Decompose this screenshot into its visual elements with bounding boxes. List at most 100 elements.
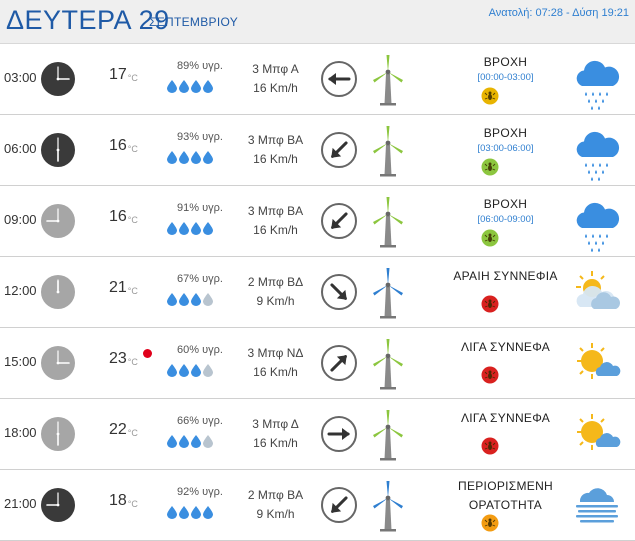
forecast-period: [03:00-06:00] xyxy=(477,143,534,154)
wind-turbine-icon xyxy=(370,196,406,253)
risk-badge-icon xyxy=(481,295,499,318)
wind-direction-arrow-icon xyxy=(320,273,358,316)
humidity-drop-icon xyxy=(191,293,201,311)
weather-condition: ΒΡΟΧΗ xyxy=(483,126,528,140)
alert-dot-icon xyxy=(143,349,152,358)
temperature-unit: °C xyxy=(127,144,138,154)
temperature-unit: °C xyxy=(127,73,138,83)
temperature-value: 23 xyxy=(109,350,127,367)
wind-speed: 16 Km/h xyxy=(253,81,298,95)
temperature: 16°C xyxy=(109,137,138,155)
forecast-list: 03:00 17°C 89% υγρ. 3 Μπφ Α 16 Km/h xyxy=(0,44,635,541)
temperature-value: 17 xyxy=(109,66,127,83)
temperature: 22°C xyxy=(109,421,138,439)
temperature-value: 18 xyxy=(109,492,127,509)
humidity-label: 91% υγρ. xyxy=(177,202,223,214)
humidity-drop-icon xyxy=(203,222,213,240)
wind-info: 3 Μπφ Α 16 Km/h xyxy=(238,60,313,98)
temperature: 18°C xyxy=(109,492,138,510)
humidity-label: 66% υγρ. xyxy=(177,415,223,427)
wind-turbine-icon xyxy=(370,480,406,537)
wind-beaufort: 3 Μπφ ΒΑ xyxy=(247,204,304,218)
forecast-time: 06:00 xyxy=(4,141,37,156)
forecast-row: 15:00 23°C 60% υγρ. 3 Μπφ ΝΔ 16 Km/h xyxy=(0,328,635,399)
weather-condition: ΑΡΑΙΗ ΣΥΝΝΕΦΙΑ xyxy=(453,269,558,283)
wind-speed: 9 Km/h xyxy=(256,294,295,308)
wind-speed: 16 Km/h xyxy=(253,223,298,237)
humidity-drop-icon xyxy=(191,151,201,169)
forecast-period: [06:00-09:00] xyxy=(477,214,534,225)
weather-condition: ΒΡΟΧΗ xyxy=(483,197,528,211)
wind-direction-arrow-icon xyxy=(320,131,358,174)
fog-icon xyxy=(572,480,622,535)
humidity-drop-icon xyxy=(179,151,189,169)
temperature-value: 16 xyxy=(109,137,127,154)
humidity-drops xyxy=(167,435,213,453)
humidity-drops xyxy=(167,293,213,311)
humidity-drop-icon xyxy=(167,222,177,240)
humidity-drop-icon xyxy=(203,293,213,311)
wind-turbine-icon xyxy=(370,338,406,395)
sun-small-cloud-icon xyxy=(572,338,622,393)
temperature-unit: °C xyxy=(127,357,138,367)
wind-turbine-icon xyxy=(370,409,406,466)
forecast-row: 03:00 17°C 89% υγρ. 3 Μπφ Α 16 Km/h xyxy=(0,44,635,115)
humidity-drop-icon xyxy=(167,151,177,169)
clock-icon xyxy=(40,487,76,528)
humidity-drop-icon xyxy=(167,506,177,524)
wind-turbine-icon xyxy=(370,54,406,111)
forecast-row: 09:00 16°C 91% υγρ. 3 Μπφ ΒΑ 16 Km/h xyxy=(0,186,635,257)
clock-icon xyxy=(40,61,76,102)
humidity-drop-icon xyxy=(191,506,201,524)
wind-speed: 16 Km/h xyxy=(253,152,298,166)
forecast-row: 06:00 16°C 93% υγρ. 3 Μπφ ΒΑ 16 Km/h xyxy=(0,115,635,186)
humidity-drops xyxy=(167,506,213,524)
humidity-drop-icon xyxy=(203,151,213,169)
clock-icon xyxy=(40,345,76,386)
temperature-value: 22 xyxy=(109,421,127,438)
risk-badge-icon xyxy=(481,514,499,537)
temperature-unit: °C xyxy=(127,286,138,296)
forecast-time: 15:00 xyxy=(4,354,37,369)
wind-info: 3 Μπφ ΒΑ 16 Km/h xyxy=(238,131,313,169)
wind-beaufort: 3 Μπφ Δ xyxy=(252,417,299,431)
wind-info: 3 Μπφ ΒΑ 16 Km/h xyxy=(238,202,313,240)
weather-condition: ΛΙΓΑ ΣΥΝΝΕΦΑ xyxy=(460,411,551,425)
wind-beaufort: 2 Μπφ ΒΔ xyxy=(247,275,304,289)
humidity-drop-icon xyxy=(191,364,201,382)
rain-cloud-icon xyxy=(572,54,622,117)
humidity-drop-icon xyxy=(167,364,177,382)
wind-direction-arrow-icon xyxy=(320,344,358,387)
humidity-drop-icon xyxy=(179,435,189,453)
temperature-unit: °C xyxy=(127,428,138,438)
sun-small-cloud-icon xyxy=(572,409,622,464)
weather-condition: ΛΙΓΑ ΣΥΝΝΕΦΑ xyxy=(460,340,551,354)
humidity-drop-icon xyxy=(203,364,213,382)
wind-direction-arrow-icon xyxy=(320,60,358,103)
clock-icon xyxy=(40,416,76,457)
humidity-drop-icon xyxy=(179,80,189,98)
clock-icon xyxy=(40,203,76,244)
humidity-drops xyxy=(167,222,213,240)
temperature: 23°C xyxy=(109,350,138,368)
weather-condition: ΠΕΡΙΟΡΙΣΜΕΝΗ ΟΡΑΤΟΤΗΤΑ xyxy=(457,479,554,512)
wind-beaufort: 3 Μπφ ΒΑ xyxy=(247,133,304,147)
humidity-label: 60% υγρ. xyxy=(177,344,223,356)
wind-info: 3 Μπφ ΝΔ 16 Km/h xyxy=(238,344,313,382)
clock-icon xyxy=(40,274,76,315)
temperature: 17°C xyxy=(109,66,138,84)
temperature: 16°C xyxy=(109,208,138,226)
risk-badge-icon xyxy=(481,158,499,181)
wind-beaufort: 2 Μπφ ΒΑ xyxy=(247,488,304,502)
clock-icon xyxy=(40,132,76,173)
weather-condition: ΒΡΟΧΗ xyxy=(483,55,528,69)
forecast-time: 21:00 xyxy=(4,496,37,511)
wind-direction-arrow-icon xyxy=(320,486,358,529)
month-label: ΣΕΠΤΕΜΒΡΙΟΥ xyxy=(149,15,239,29)
humidity-drop-icon xyxy=(179,364,189,382)
forecast-row: 21:00 18°C 92% υγρ. 2 Μπφ ΒΑ 9 Km/h xyxy=(0,470,635,541)
forecast-period: [00:00-03:00] xyxy=(477,72,534,83)
risk-badge-icon xyxy=(481,437,499,460)
humidity-drop-icon xyxy=(203,435,213,453)
risk-badge-icon xyxy=(481,87,499,110)
